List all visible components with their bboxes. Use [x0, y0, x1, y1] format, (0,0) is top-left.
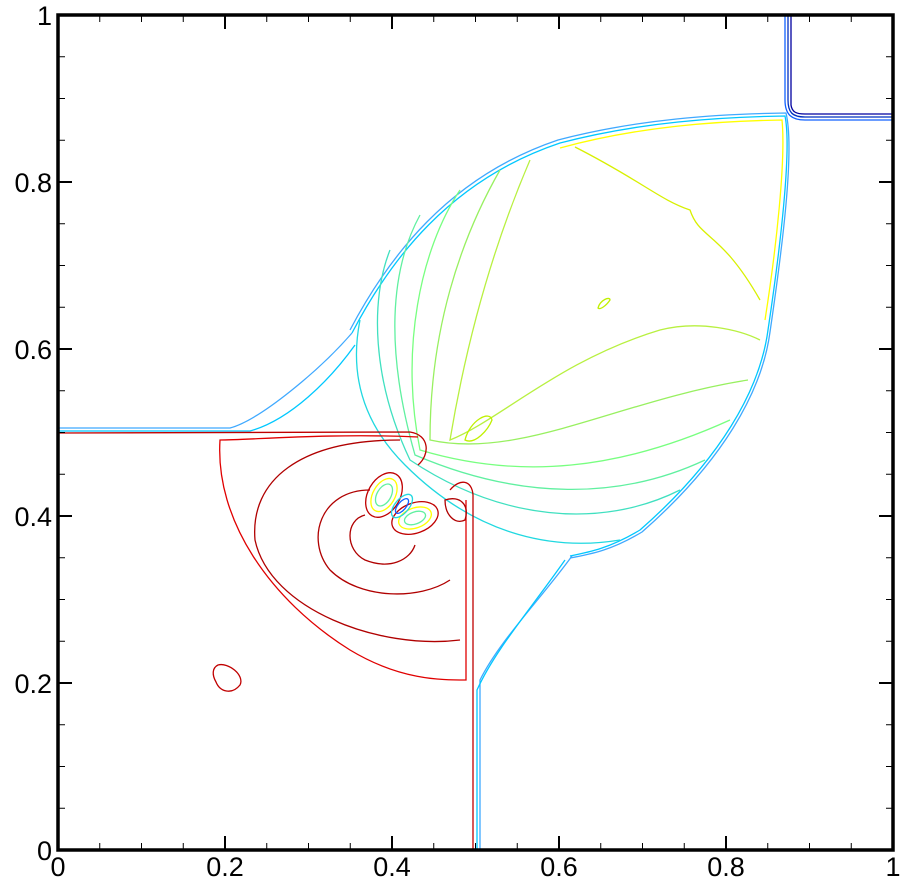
x-tick-label: 1: [885, 852, 900, 882]
contour-line: [449, 481, 474, 850]
contour-line: [476, 559, 566, 850]
contour-line: [254, 439, 461, 643]
y-tick-label: 0.2: [14, 669, 52, 699]
x-tick-label: 0: [50, 852, 65, 882]
contour-line: [411, 189, 731, 468]
contour-line: [429, 169, 749, 445]
contours: [57, 15, 893, 850]
contour-line: [374, 483, 394, 507]
contour-line: [391, 501, 439, 535]
contour-line: [219, 435, 467, 681]
contour-line: [444, 498, 467, 522]
contour-line: [574, 146, 761, 301]
contour-line: [355, 319, 621, 544]
contour-line: [784, 15, 893, 121]
y-tick-label: 0.6: [14, 335, 52, 365]
contour-line: [58, 344, 356, 432]
x-tick-label: 0.6: [540, 852, 578, 882]
contour-line: [394, 497, 410, 515]
contour-line: [390, 493, 414, 519]
contour-line: [787, 15, 893, 118]
contour-line: [464, 415, 493, 442]
contour-line: [349, 112, 790, 559]
plot-frame: [56, 13, 895, 852]
x-tick-label: 0.4: [373, 852, 411, 882]
contour-line: [349, 514, 416, 565]
axes: 0 0.2 0.4 0.6 0.8 1 0 0.2 0.4 0.6 0.8 1: [14, 1, 900, 882]
contour-line: [376, 249, 681, 515]
y-tick-label: 0.4: [14, 502, 52, 532]
x-tick-label: 0.2: [206, 852, 244, 882]
contour-line: [790, 15, 893, 115]
contour-line: [398, 506, 432, 530]
contour-line: [365, 472, 403, 518]
contour-line: [597, 297, 611, 310]
contour-line: [394, 214, 706, 491]
contour-line: [449, 159, 761, 442]
x-tick-label: 0.8: [707, 852, 745, 882]
contour-line: [351, 115, 788, 557]
contour-line: [57, 431, 427, 466]
contour-line: [403, 510, 427, 526]
contour-line: [317, 489, 451, 595]
y-tick-label: 1: [37, 1, 52, 31]
contour-line: [370, 477, 398, 513]
contour-line: [212, 663, 242, 692]
y-tick-label: 0.8: [14, 168, 52, 198]
contour-line: [58, 332, 353, 429]
contour-line: [479, 555, 573, 850]
contour-line: [559, 119, 784, 321]
y-tick-label: 0: [37, 836, 52, 866]
